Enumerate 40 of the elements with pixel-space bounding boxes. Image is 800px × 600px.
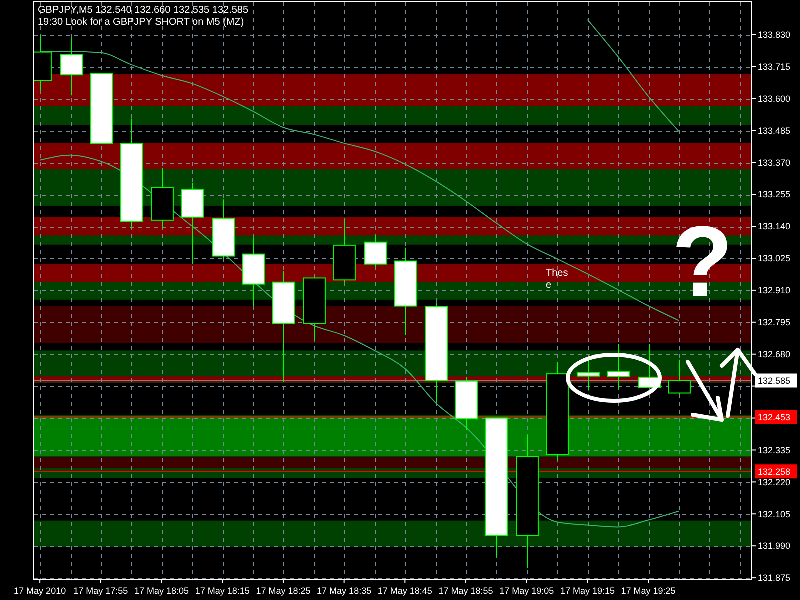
- y-tick-label: 132.220: [758, 477, 791, 488]
- candlestick: [577, 355, 600, 392]
- candlestick: [60, 37, 83, 96]
- x-tick-label: 17 May 18:25: [256, 586, 311, 596]
- y-tick-label: 132.910: [758, 286, 791, 296]
- annotation: Thes e: [546, 268, 568, 291]
- y-tick-label: 133.715: [758, 62, 791, 72]
- y-tick-label: 133.830: [758, 30, 791, 40]
- y-tick-label: 133.140: [758, 222, 791, 232]
- y-tick-label: 133.255: [758, 190, 791, 200]
- y-tick-label: 132.105: [758, 509, 791, 520]
- x-tick-label: 17 May 17:55: [74, 586, 128, 596]
- y-tick-label: 132.680: [758, 350, 791, 360]
- candlestick: [364, 234, 387, 268]
- y-tick-label: 133.600: [758, 94, 791, 104]
- x-tick-label: 17 May 18:15: [195, 586, 250, 596]
- x-tick-label: 17 May 19:05: [500, 586, 554, 596]
- ref-line-label: 132.585: [758, 376, 791, 386]
- x-tick-label: 17 May 18:05: [134, 586, 190, 596]
- x-tick-label: 17 May 18:35: [317, 586, 372, 596]
- x-tick-label: 17 May 18:45: [378, 586, 432, 596]
- x-tick-label: 17 May 18:55: [438, 586, 494, 596]
- candlestick: [607, 344, 630, 390]
- y-tick-label: 133.025: [758, 254, 791, 264]
- x-tick-label: 17 May 2010: [14, 586, 66, 596]
- y-tick-label: 132.335: [758, 445, 791, 456]
- candlestick: [668, 359, 691, 396]
- x-tick-label: 17 May 19:25: [621, 586, 676, 596]
- annotation: ?: [672, 206, 734, 318]
- y-tick-label: 131.875: [758, 573, 791, 584]
- x-tick-label: 17 May 19:15: [560, 586, 615, 596]
- y-tick-label: 133.485: [758, 126, 791, 136]
- y-tick-label: 131.990: [758, 541, 791, 552]
- line-series: [587, 19, 680, 132]
- y-tick-label: 132.795: [758, 318, 791, 328]
- y-tick-label: 133.370: [758, 158, 791, 168]
- text: 19:30 Look for a GBPJPY SHORT on M5 (MZ): [38, 17, 244, 28]
- ref-line-label: 132.258: [758, 466, 791, 477]
- chart-title: GBPJPY,M5 132.540 132.660 132.535 132.585: [38, 5, 249, 16]
- ref-line-label: 132.453: [758, 412, 791, 423]
